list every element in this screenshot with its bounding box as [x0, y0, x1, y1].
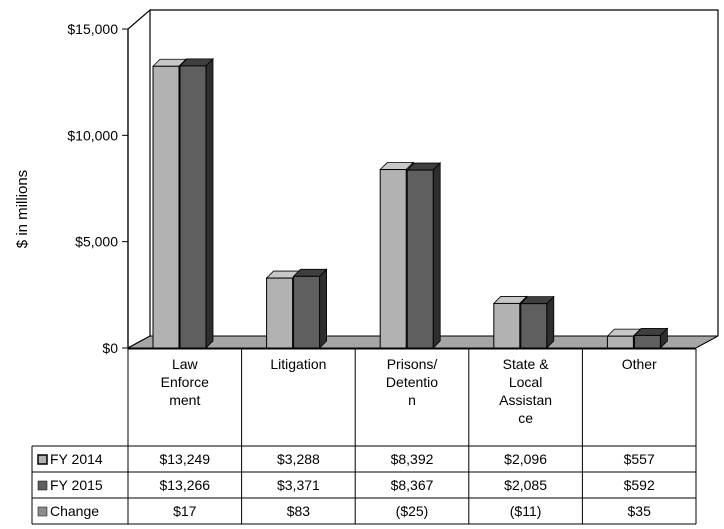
data-label: $35	[628, 503, 652, 519]
bar-fy-2015	[179, 65, 207, 349]
data-label: $13,249	[159, 451, 210, 467]
category-label: Litigation	[270, 356, 326, 372]
bar-side	[546, 295, 555, 349]
bar-side	[319, 268, 328, 349]
category-label: Enforce	[161, 374, 209, 390]
data-label: $8,367	[391, 477, 434, 493]
y-axis-title: $ in millions	[14, 170, 31, 248]
data-table: Law Enforce ment Litigation Prisons/Detentio…	[31, 348, 697, 525]
category-label: State &	[503, 356, 550, 372]
y-tick-label: $10,000	[67, 127, 118, 143]
bar-side	[205, 57, 214, 349]
legend-label-fy-2014: FY 2014	[50, 451, 103, 467]
bar-fy-2015	[293, 275, 321, 349]
category-label: Law	[172, 356, 199, 372]
category-label: Detentio	[386, 374, 438, 390]
data-label: $3,288	[277, 451, 320, 467]
bar-fy-2015	[520, 303, 548, 349]
bar-fy-2015	[633, 334, 661, 349]
category-label: Local	[509, 374, 542, 390]
data-label: $557	[624, 451, 655, 467]
y-tick-label: $5,000	[75, 234, 118, 250]
bar-side	[432, 162, 441, 349]
category-label: Other	[622, 356, 657, 372]
back-wall	[150, 9, 719, 336]
data-label: $2,085	[504, 477, 547, 493]
bar-fy-2014	[152, 65, 180, 349]
data-label: $83	[287, 503, 311, 519]
y-tick-label: $0	[102, 340, 118, 356]
data-label: ($25)	[396, 503, 429, 519]
category-label: ment	[169, 392, 200, 408]
category-label: Prisons/	[387, 356, 438, 372]
category-label: n	[408, 392, 416, 408]
data-label: $8,392	[391, 451, 434, 467]
bar-fy-2014	[266, 277, 294, 349]
data-label: $2,096	[504, 451, 547, 467]
bar-fy-2014	[606, 335, 634, 349]
category-label: ce	[518, 410, 533, 426]
legend-label-fy-2015: FY 2015	[50, 477, 103, 493]
data-label: $592	[624, 477, 655, 493]
legend-key-fy-2014	[37, 454, 48, 465]
data-label: $3,371	[277, 477, 320, 493]
bar-fy-2015	[406, 169, 434, 349]
bar-series	[152, 57, 669, 349]
legend-key-fy-2015	[37, 480, 48, 491]
data-label: $17	[173, 503, 197, 519]
data-label: ($11)	[510, 503, 542, 519]
left-wall	[127, 8, 151, 350]
legend-label-change: Change	[50, 503, 99, 519]
data-label: $13,266	[159, 477, 210, 493]
y-tick-label: $15,000	[67, 21, 118, 37]
bar-fy-2014	[379, 169, 407, 349]
legend-key-change	[37, 506, 48, 517]
bar-fy-2014	[493, 302, 521, 349]
category-label: Assistan	[499, 392, 552, 408]
